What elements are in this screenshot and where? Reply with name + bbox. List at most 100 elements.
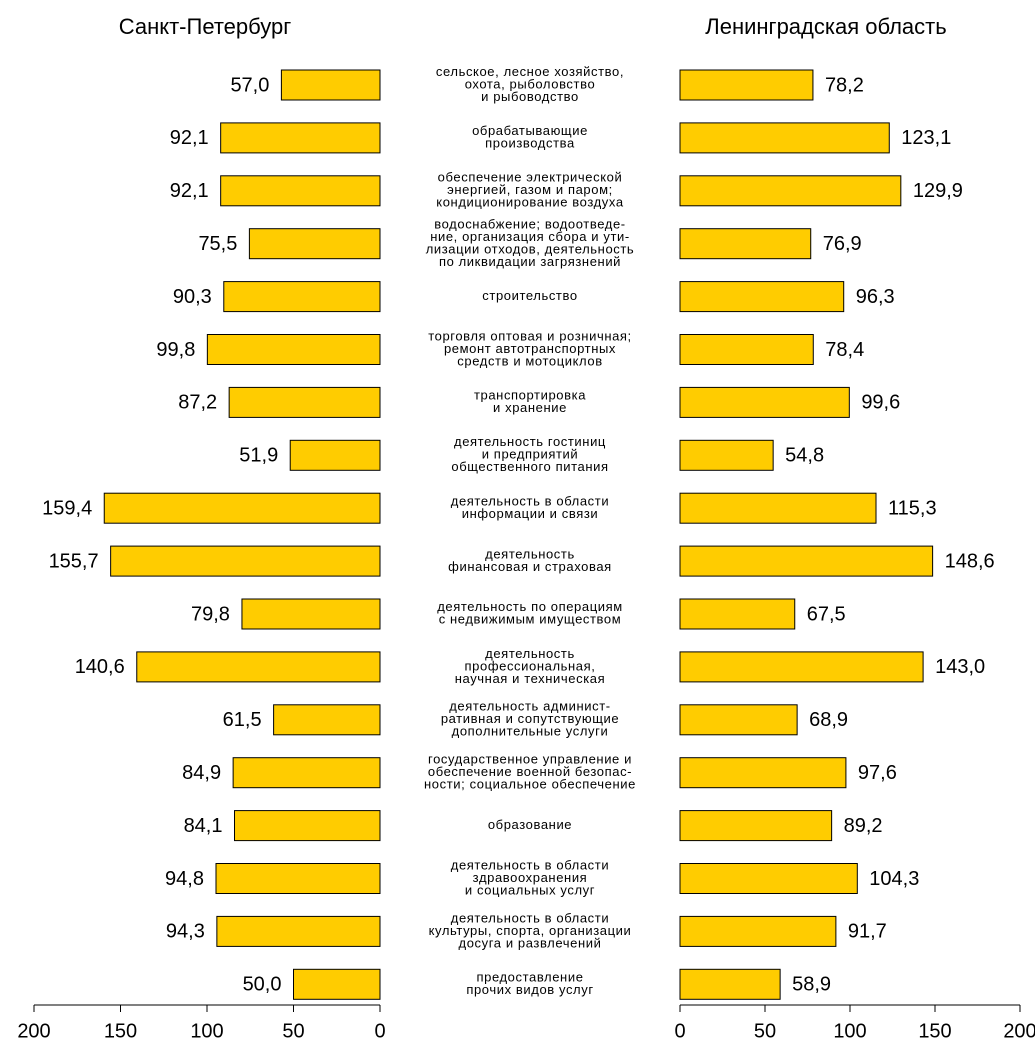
bar	[679, 439, 774, 471]
x-tick-label: 200	[1003, 1020, 1035, 1042]
value-label: 94,8	[165, 868, 204, 890]
value-label: 155,7	[49, 550, 99, 572]
value-label: 104,3	[869, 868, 919, 890]
value-label: 67,5	[807, 603, 846, 625]
value-label: 92,1	[170, 180, 209, 202]
bar	[280, 69, 381, 101]
bar	[234, 810, 381, 842]
bar	[232, 757, 381, 789]
bar	[679, 651, 924, 683]
bar	[679, 69, 814, 101]
x-tick-label: 100	[833, 1020, 866, 1042]
value-label: 148,6	[945, 550, 995, 572]
bar	[679, 175, 902, 207]
category-label: предоставление	[476, 969, 583, 984]
category-label: профессиональная,	[465, 658, 596, 673]
value-label: 76,9	[823, 233, 862, 255]
category-label: общественного питания	[451, 459, 608, 474]
category-label: лизации отходов, деятельность	[426, 241, 635, 256]
value-label: 78,2	[825, 74, 864, 96]
category-label: здравоохранения	[473, 870, 588, 885]
category-label: энергией, газом и паром;	[447, 182, 613, 197]
x-tick-label: 200	[17, 1020, 50, 1042]
value-label: 84,1	[184, 815, 223, 837]
x-tick-label: 100	[190, 1020, 223, 1042]
category-label: кондиционирование воздуха	[436, 195, 624, 210]
bar	[215, 863, 381, 894]
category-label: деятельность в области	[451, 910, 609, 925]
value-label: 123,1	[901, 127, 951, 149]
x-tick-label: 50	[754, 1020, 776, 1042]
value-label: 58,9	[792, 974, 831, 996]
category-label: деятельность по операциям	[437, 599, 623, 614]
category-label: деятельность гостиниц	[454, 434, 606, 449]
category-label: и рыбоводство	[481, 89, 579, 104]
value-label: 94,3	[166, 921, 205, 943]
bar	[206, 334, 381, 365]
bar	[273, 704, 381, 736]
category-label: и предприятий	[482, 447, 579, 462]
value-label: 90,3	[173, 286, 212, 308]
category-label: сельское, лесное хозяйство,	[436, 64, 624, 79]
value-label: 97,6	[858, 762, 897, 784]
x-tick-label: 150	[918, 1020, 951, 1042]
bar	[216, 915, 381, 947]
value-label: 129,9	[913, 180, 963, 202]
category-label: обеспечение электрической	[438, 170, 623, 185]
value-label: 91,7	[848, 921, 887, 943]
bar	[679, 386, 850, 418]
bar	[679, 334, 814, 365]
value-label: 99,6	[861, 392, 900, 414]
category-label: государственное управление и	[428, 752, 632, 767]
category-label: деятельность админист-	[449, 699, 611, 714]
value-label: 84,9	[182, 762, 221, 784]
category-label: ремонт автотранспортных	[444, 341, 616, 356]
value-label: 78,4	[825, 339, 864, 361]
category-label: средств и мотоциклов	[457, 353, 602, 368]
value-label: 51,9	[239, 445, 278, 467]
value-label: 96,3	[856, 286, 895, 308]
bar	[223, 281, 381, 313]
category-label: обрабатывающие	[472, 123, 588, 138]
bar	[136, 651, 381, 683]
value-label: 140,6	[75, 656, 125, 678]
bar	[103, 492, 381, 524]
category-label: научная и техническая	[455, 671, 606, 686]
bar	[241, 598, 381, 630]
category-label: финансовая и страховая	[448, 559, 612, 574]
bar	[679, 863, 858, 894]
category-label: обеспечение военной безопас-	[428, 764, 632, 779]
x-tick-label: 0	[674, 1020, 685, 1042]
category-label: водоснабжение; водоотведе-	[434, 216, 625, 231]
bar	[228, 386, 381, 418]
bar	[679, 492, 877, 524]
category-label: деятельность	[485, 546, 575, 561]
value-label: 89,2	[844, 815, 883, 837]
category-label: транспортировка	[474, 388, 586, 403]
value-label: 159,4	[42, 497, 92, 519]
value-label: 61,5	[223, 709, 262, 731]
category-label: ности; социальное обеспечение	[424, 777, 636, 792]
category-label: торговля оптовая и розничная;	[428, 328, 632, 343]
category-label: деятельность в области	[451, 857, 609, 872]
bar	[679, 704, 798, 736]
value-label: 75,5	[198, 233, 237, 255]
bar	[220, 175, 381, 207]
value-label: 50,0	[243, 974, 282, 996]
bar	[679, 281, 845, 313]
category-label: и социальных услуг	[465, 882, 595, 897]
bar	[679, 968, 781, 1000]
category-label: производства	[485, 136, 575, 151]
bar	[220, 122, 381, 154]
category-label: и хранение	[493, 400, 567, 415]
value-label: 54,8	[785, 445, 824, 467]
category-label: прочих видов услуг	[466, 982, 593, 997]
category-label: по ликвидации загрязнений	[439, 254, 621, 269]
bar	[679, 228, 812, 260]
left-title: Санкт-Петербург	[119, 14, 292, 39]
bar	[679, 545, 934, 577]
category-label: деятельность	[485, 646, 575, 661]
right-title: Ленинградская область	[705, 14, 946, 39]
value-label: 79,8	[191, 603, 230, 625]
